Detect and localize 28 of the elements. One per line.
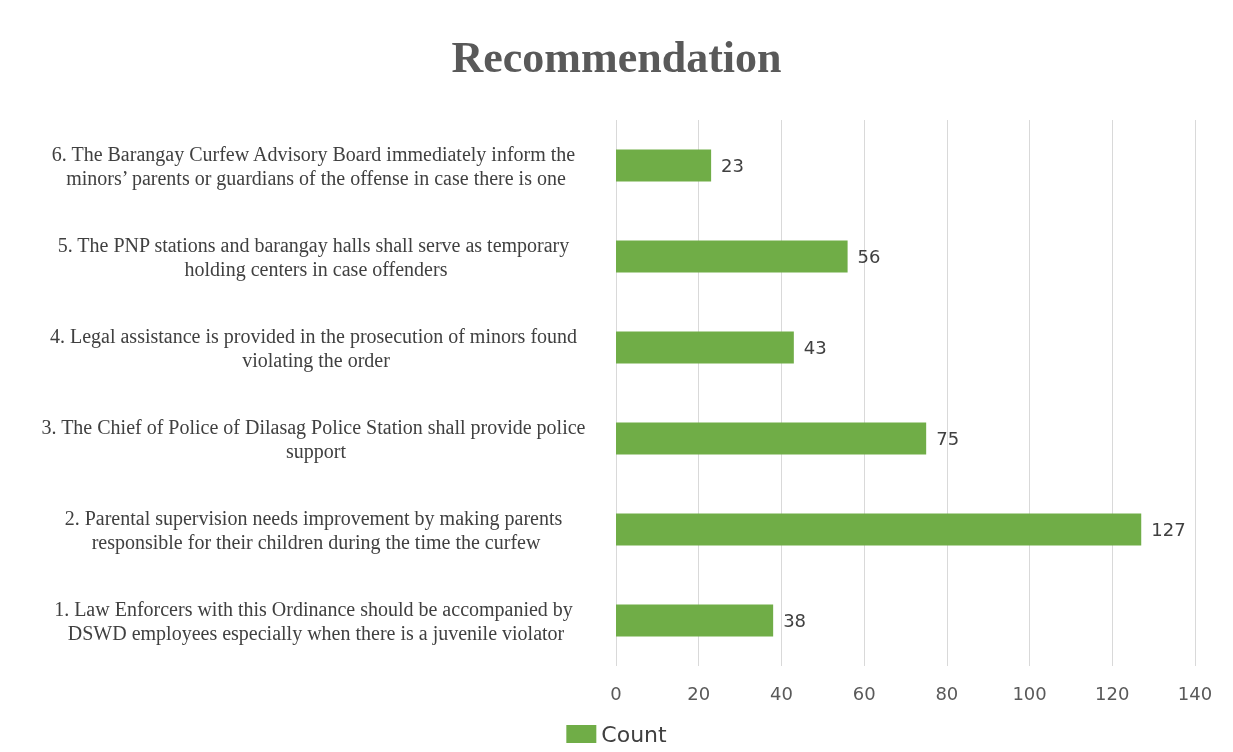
bar (616, 331, 794, 364)
data-label: 43 (803, 337, 827, 358)
x-tick-label: 60 (852, 682, 876, 704)
x-tick-label: 40 (769, 682, 793, 704)
bar (616, 149, 712, 182)
bar (616, 422, 927, 455)
x-tick-label: 120 (1095, 682, 1130, 704)
x-tick-label: 20 (687, 682, 711, 704)
data-label: 56 (857, 246, 881, 267)
bar (616, 513, 1142, 546)
data-label: 38 (783, 610, 807, 631)
x-tick-label: 100 (1012, 682, 1047, 704)
bar (616, 240, 848, 273)
x-tick-label: 0 (610, 682, 622, 704)
data-label: 127 (1151, 519, 1186, 540)
x-tick-label: 80 (935, 682, 959, 704)
y-tick-label: 6. The Barangay Curfew Advisory Board immediately inform the minors’ parents or guardians of the offense in case there is one (51, 142, 581, 190)
y-tick-label: 5. The PNP stations and barangay halls shall serve as temporary holding centers in case offenders (57, 233, 575, 281)
legend-label: Count (601, 721, 668, 747)
x-tick-label: 140 (1177, 682, 1213, 704)
y-tick-label: 4. Legal assistance is provided in the prosecution of minors found violating the order (49, 324, 583, 372)
y-tick-label: 2. Parental supervision needs improvement by making parents responsible for their children during the time the curfew (64, 506, 568, 554)
chart-title: Recommendation (451, 32, 782, 82)
data-label: 23 (721, 155, 745, 176)
bar (616, 604, 774, 637)
y-tick-label: 3. The Chief of Police of Dilasag Police Station shall provide police support (41, 415, 591, 463)
data-label: 75 (936, 428, 960, 449)
y-tick-label: 1. Law Enforcers with this Ordinance should be accompanied by DSWD employees especially when there is a juvenile violator (54, 597, 578, 645)
